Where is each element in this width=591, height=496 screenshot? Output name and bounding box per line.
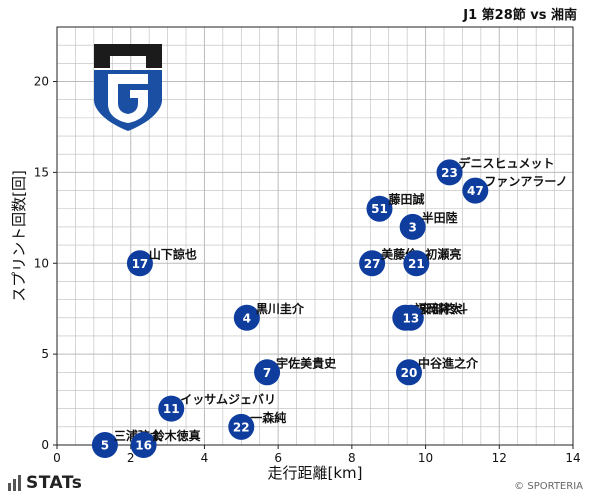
player-name: イッサムジェバリ [180,393,276,407]
player-marker [436,159,463,186]
player-name: 福岡将太 [413,301,463,316]
x-tick-label: 4 [201,451,209,465]
player-marker [91,432,118,458]
y-tick-label: 20 [34,75,49,89]
player-marker [462,177,489,204]
player-number: 16 [135,439,152,453]
player-name: 黒川圭介 [256,301,305,316]
brand-text: STATs [26,473,83,493]
player-number: 51 [371,202,388,216]
player-marker [366,195,393,222]
y-axis-label: スプリント回数[回] [10,170,28,302]
player-number: 3 [408,220,416,234]
player-number: 20 [401,366,418,380]
y-tick-label: 15 [34,165,49,179]
player-name: デニスヒュメット [459,155,555,170]
x-tick-label: 2 [127,451,135,465]
player-marker [403,250,430,277]
copyright-credit: © SPORTERIA [514,481,583,492]
player-number: 11 [163,402,180,416]
x-tick-label: 6 [274,451,282,465]
player-name: 山下諒也 [149,246,197,261]
player-number: 22 [233,420,250,434]
player-marker [395,359,422,386]
x-tick-label: 12 [492,451,507,465]
player-marker [228,413,255,440]
player-marker [254,359,281,386]
x-tick-label: 10 [418,451,433,465]
y-tick-label: 0 [41,438,49,452]
player-name: 安部柊斗 [420,301,468,316]
player-number: 17 [132,257,149,271]
player-marker [233,304,260,331]
player-name: 宇佐美貴史 [276,355,337,370]
player-marker [158,395,185,422]
player-name: 藤田誠 [388,192,425,207]
player-name: 半田陸 [422,210,458,225]
player-number: 47 [467,184,484,198]
player-name: 初瀬亮 [425,246,461,261]
player-number: 7 [263,366,271,380]
y-tick-label: 5 [41,347,49,361]
player-marker [399,213,426,240]
points-layer: 23デニスヒュメット47ファンアラーノ51藤田誠3半田陸17山下諒也27美藤倫2… [91,155,568,458]
x-tick-label: 14 [565,451,580,465]
stats-bars-icon [8,475,21,491]
player-name: ファンアラーノ [484,175,567,189]
crest-top-bar [94,44,162,68]
player-marker [359,250,386,277]
player-point: 4 黒川圭介 [233,301,305,331]
x-tick-label: 0 [53,451,61,465]
player-number: 23 [441,166,458,180]
player-number: 5 [101,439,109,453]
axes-layer: 0 2 4 6 8 10 12 14 0 5 10 15 20 [34,75,581,465]
x-axis-label: 走行距離[km] [267,464,362,482]
y-tick-label: 10 [34,256,49,270]
player-number: 27 [364,257,381,271]
x-tick-label: 8 [348,451,356,465]
player-name: 一森純 [250,410,286,425]
player-number: 13 [402,311,419,325]
team-crest-logo [94,44,162,131]
match-title: J1 第28節 vs 湘南 [463,8,577,23]
player-name: 中谷進之介 [418,355,479,370]
player-name: 鈴木徳真 [153,428,201,443]
player-point: 3 半田陸 [399,210,458,240]
plot-frame [56,26,574,446]
player-marker [397,304,424,331]
player-number: 21 [408,257,425,271]
player-marker [126,250,153,277]
player-point: 7 宇佐美貴史 [254,355,337,386]
player-marker [130,432,157,458]
stats-logo: STATs [8,473,82,493]
crest-letter [108,74,148,123]
player-number: 4 [243,311,251,325]
